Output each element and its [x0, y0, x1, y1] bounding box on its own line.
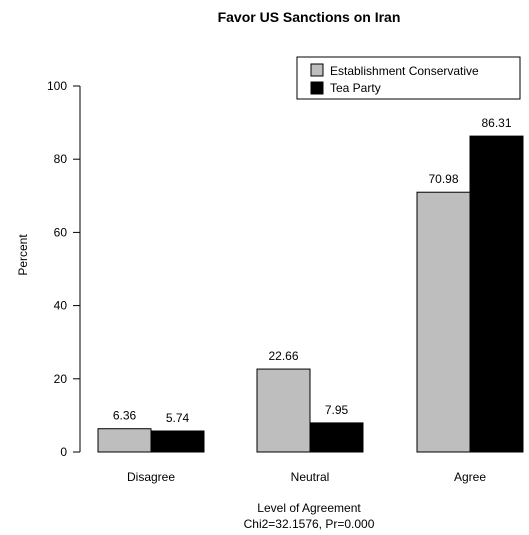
bar-agree-establishment — [416, 191, 471, 453]
legend-label-establishment: Establishment Conservative — [330, 64, 479, 78]
data-label: 86.31 — [481, 116, 511, 130]
chart-title: Favor US Sanctions on Iran — [218, 9, 401, 25]
x-tick-label-neutral: Neutral — [291, 470, 330, 484]
bars-group: 6.36 5.74 22.66 7.95 70.98 86.31 — [97, 116, 524, 453]
x-tick-label-agree: Agree — [454, 470, 486, 484]
bar-neutral-establishment — [256, 368, 311, 453]
x-tick-label-disagree: Disagree — [127, 470, 175, 484]
data-label: 70.98 — [428, 172, 458, 186]
y-axis-ticks: 0 20 40 60 80 100 — [47, 79, 80, 459]
y-tick-label: 0 — [60, 445, 67, 459]
legend: Establishment Conservative Tea Party — [296, 56, 521, 100]
data-label: 22.66 — [268, 349, 298, 363]
x-axis-sublabel: Chi2=32.1576, Pr=0.000 — [244, 517, 375, 531]
legend-swatch-establishment — [310, 63, 324, 77]
bar-disagree-establishment — [97, 428, 152, 453]
y-tick-label: 100 — [47, 79, 67, 93]
y-tick-label: 60 — [54, 225, 68, 239]
bar-neutral-tea-party — [309, 422, 364, 453]
legend-box — [296, 56, 521, 100]
data-label: 6.36 — [113, 409, 137, 423]
data-label: 5.74 — [166, 411, 190, 425]
y-tick-label: 80 — [54, 152, 68, 166]
bar-disagree-tea-party — [150, 430, 205, 453]
x-axis-tick-labels: Disagree Neutral Agree — [127, 470, 486, 484]
x-axis-label: Level of Agreement — [257, 501, 361, 515]
y-tick-label: 40 — [54, 299, 68, 313]
y-tick-label: 20 — [54, 372, 68, 386]
y-axis-label: Percent — [16, 234, 30, 276]
data-label: 7.95 — [325, 403, 349, 417]
legend-swatch-tea-party — [310, 81, 324, 95]
legend-label-tea-party: Tea Party — [330, 81, 381, 95]
bar-agree-tea-party — [469, 135, 524, 453]
